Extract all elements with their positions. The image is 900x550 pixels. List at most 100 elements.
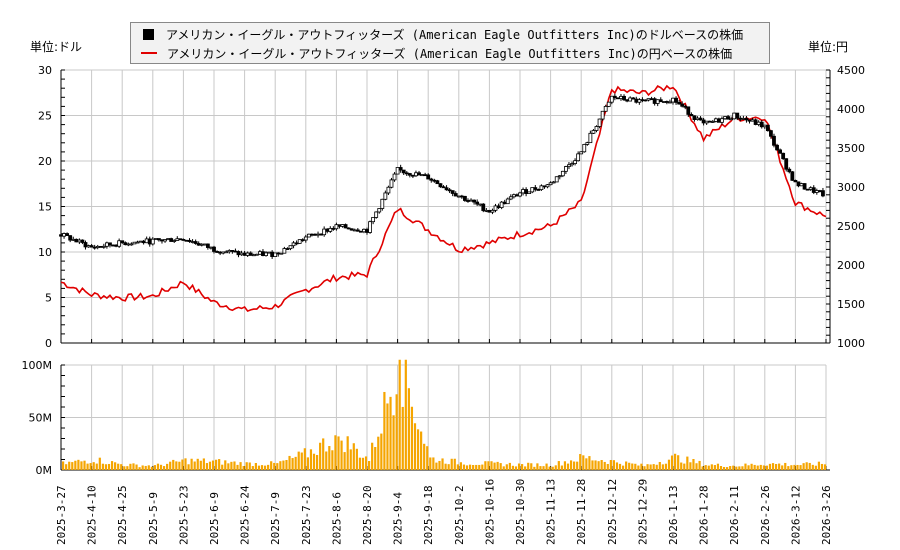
volume-bar xyxy=(569,460,573,470)
candle-body xyxy=(108,242,112,246)
candle-body xyxy=(172,240,177,242)
volume-bar xyxy=(334,435,337,470)
volume-bar xyxy=(811,464,814,470)
candle-body xyxy=(264,252,268,257)
volume-bar xyxy=(239,462,242,470)
volume-bar xyxy=(817,461,821,470)
candle-body xyxy=(202,243,207,246)
volume-bar xyxy=(664,463,668,470)
candle-body xyxy=(778,149,782,154)
candle-body xyxy=(334,224,339,230)
candle-body xyxy=(616,97,620,100)
volume-bar xyxy=(413,423,417,470)
volume-bar xyxy=(655,464,658,470)
x-axis-tick-label: 2025-10-30 xyxy=(514,479,527,545)
left-axis-tick-label: 20 xyxy=(38,155,52,168)
candle-body xyxy=(236,251,241,256)
candle-body xyxy=(560,170,565,177)
volume-bar xyxy=(138,467,141,470)
candle-body xyxy=(426,174,431,180)
candle-body xyxy=(120,240,125,244)
volume-bar xyxy=(101,463,104,470)
x-axis-tick-label: 2025-11-28 xyxy=(575,479,588,545)
candle-body xyxy=(658,99,663,103)
volume-bar xyxy=(435,462,438,470)
candle-body xyxy=(664,101,669,103)
volume-bar xyxy=(539,466,542,470)
candle-body xyxy=(105,242,109,247)
volume-bar xyxy=(352,443,355,470)
volume-bar xyxy=(640,463,643,470)
volume-bar xyxy=(600,460,603,470)
candle-body xyxy=(603,106,608,112)
candle-body xyxy=(169,238,174,242)
volume-bar xyxy=(389,396,392,470)
volume-bar xyxy=(263,465,267,470)
candle-body xyxy=(270,251,275,257)
volume-bar xyxy=(686,456,689,470)
left-axis-tick-label: 15 xyxy=(38,201,52,214)
volume-bar xyxy=(524,466,527,470)
volume-bar xyxy=(621,465,625,470)
candle-body xyxy=(279,252,284,255)
left-axis-unit: 単位:ドル xyxy=(30,40,83,54)
candle-body xyxy=(410,174,415,177)
candle-body xyxy=(123,242,128,245)
volume-bar xyxy=(771,463,775,470)
candle-body xyxy=(316,233,320,236)
candle-body xyxy=(383,192,388,200)
volume-bar xyxy=(162,466,166,470)
candle-body xyxy=(619,95,623,99)
candle-body xyxy=(585,142,590,145)
candle-body xyxy=(769,130,773,137)
x-axis-tick-label: 2025-9-4 xyxy=(392,492,405,545)
candle-body xyxy=(493,205,498,211)
candle-body xyxy=(591,130,596,134)
volume-bar xyxy=(588,456,591,470)
candle-body xyxy=(212,246,216,252)
candle-body xyxy=(343,224,348,229)
x-axis-tick-label: 2026-3-26 xyxy=(820,485,833,545)
candle-body xyxy=(276,252,281,255)
volume-bar xyxy=(759,464,762,470)
volume-bar xyxy=(343,452,346,470)
volume-bar xyxy=(536,463,539,470)
volume-bar xyxy=(695,463,698,470)
volume-bar xyxy=(257,465,261,470)
volume-bar xyxy=(398,359,401,470)
volume-bar xyxy=(153,465,156,470)
volume-bar xyxy=(793,464,796,470)
candle-body xyxy=(652,98,657,104)
x-axis-tick-label: 2025-8-6 xyxy=(330,492,343,545)
x-axis-tick-label: 2025-10-16 xyxy=(483,479,496,545)
candle-body xyxy=(521,189,525,194)
volume-bar xyxy=(211,460,215,470)
candle-body xyxy=(147,238,152,245)
volume-bar xyxy=(790,465,793,470)
candle-body xyxy=(649,98,654,101)
volume-bar xyxy=(661,464,664,470)
candle-body xyxy=(273,252,278,257)
volume-bar xyxy=(380,433,383,470)
candle-body xyxy=(71,238,76,241)
candle-body xyxy=(505,198,510,205)
candle-body xyxy=(594,126,599,131)
volume-bar xyxy=(120,464,123,470)
volume-bar xyxy=(542,466,545,470)
candle-body xyxy=(515,194,519,197)
volume-bar xyxy=(141,465,144,470)
candle-body xyxy=(661,101,666,103)
candle-body xyxy=(331,227,336,230)
candle-body xyxy=(224,251,229,254)
volume-bar xyxy=(756,465,759,470)
volume-bar xyxy=(254,462,257,470)
volume-bar xyxy=(328,446,331,470)
candle-body xyxy=(518,192,522,197)
volume-bar xyxy=(420,431,423,470)
candle-body xyxy=(193,241,198,244)
volume-bar xyxy=(407,388,410,470)
candle-body xyxy=(536,189,541,191)
candle-body xyxy=(294,242,299,245)
volume-bar xyxy=(603,461,606,470)
